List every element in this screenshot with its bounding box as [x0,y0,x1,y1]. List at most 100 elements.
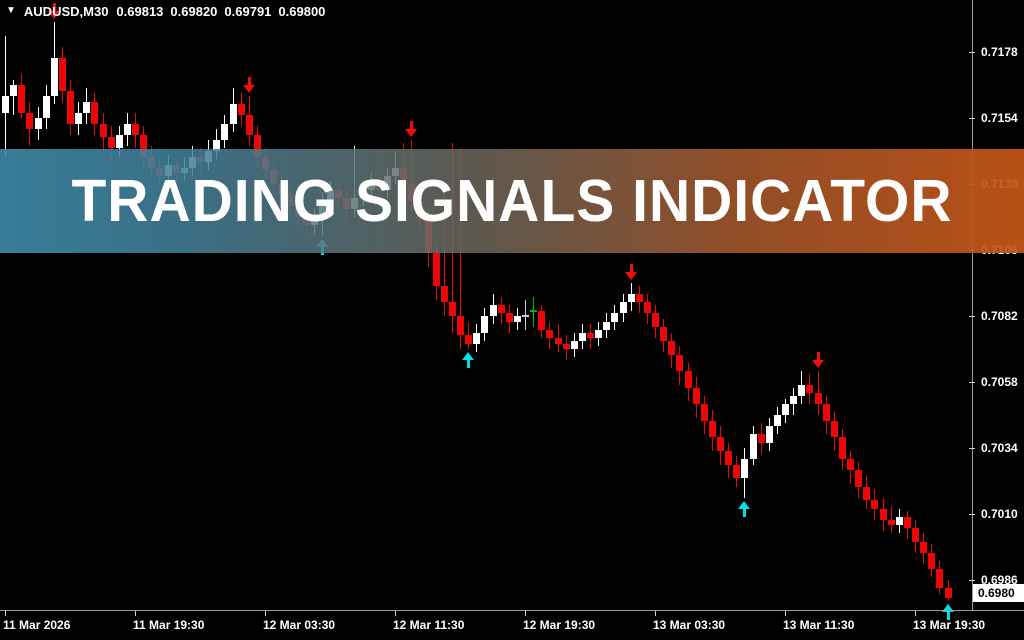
time-axis-label: 13 Mar 19:30 [913,618,986,632]
time-axis-tick [785,611,786,616]
candle-body [221,123,229,140]
chart-plot[interactable] [0,0,972,620]
candle-body [619,302,627,314]
candle-body [912,527,919,542]
time-axis-label: 11 Mar 19:30 [133,618,205,632]
candle-body [473,332,481,344]
candle-body [725,450,733,465]
price-axis-label: 0.7010 [981,507,1018,521]
time-axis-line [0,610,1024,611]
candle-body [887,519,895,525]
sell-arrow-icon [242,77,256,93]
candle-body [123,123,131,135]
candle-body [530,309,538,312]
candle-body [213,140,221,151]
candle-body [497,305,505,314]
candle-wick [533,296,535,327]
time-axis[interactable]: 11 Mar 2026 11 Mar 19:30 12 Mar 03:30 12 Ma… [0,611,1024,640]
candle-body [587,332,594,338]
price-axis-tick [969,580,975,581]
quote-open: 0.69813 [116,3,164,19]
price-axis-label: 0.7058 [981,375,1018,389]
candle-body [522,315,529,317]
candle-body [863,486,871,501]
candle-body [513,316,521,322]
candle-body [570,340,578,349]
candle-body [871,500,879,509]
candle-body [676,354,684,371]
candle-body [749,434,757,459]
candle-body [595,329,603,338]
candle-body [448,302,456,316]
price-axis-label: 0.7154 [981,111,1018,125]
candle-body [91,101,99,124]
candle-body [440,285,448,303]
time-axis-tick [655,611,656,616]
chart-menu-triangle-icon[interactable]: ▼ [6,5,16,16]
price-axis-tick [969,382,975,383]
quote-high: 0.69820 [170,3,218,19]
time-axis-label: 12 Mar 03:30 [263,618,336,632]
price-axis-line [972,0,973,610]
candle-body [652,313,659,327]
buy-arrow-icon [738,500,751,517]
candle-body [936,569,944,589]
candle-body [237,104,245,116]
ohlc-header: ▼ AUDUSD,M30 0.69813 0.69820 0.69791 0.6… [6,3,325,19]
current-price-badge: 0.6980 [973,584,1024,602]
candle-body [903,516,911,528]
price-axis-tick [969,448,975,449]
candle-body [660,327,668,341]
candle-body [83,101,91,113]
candle-body [944,588,952,598]
candle-body [489,305,497,316]
price-axis-label: 0.7178 [981,45,1018,59]
candle-body [798,384,806,396]
promo-banner: TRADING SIGNALS INDICATOR [0,149,1024,253]
candle-body [806,384,814,393]
candle-body [765,426,773,443]
candle-body [229,104,237,124]
candle-body [18,85,26,113]
candle-body [42,96,50,118]
candle-body [822,404,830,421]
candle-body [2,96,9,113]
candle-wick [525,299,526,330]
candle-body [538,310,546,330]
candle-body [700,404,708,421]
candle-wick [13,79,15,116]
sell-arrow-icon [811,352,825,368]
time-axis-label: 13 Mar 11:30 [783,618,855,632]
quote-low: 0.69791 [224,3,272,19]
candle-body [627,294,635,303]
price-axis-label: 0.7082 [981,309,1018,323]
sell-arrow-icon [47,2,61,19]
time-axis-tick [915,611,916,616]
candle-body [10,85,18,96]
candle-body [692,387,700,404]
price-axis-label: 0.7034 [981,441,1018,455]
price-axis[interactable]: 0.71780.71540.71300.71060.70820.70580.70… [969,0,1024,610]
candle-body [253,134,261,157]
candle-body [830,420,838,437]
price-axis-tick [969,316,975,317]
time-axis-tick [135,611,136,616]
candle-body [847,459,854,470]
candle-body [562,343,570,349]
candle-body [733,464,741,479]
candle-body [245,115,253,135]
candle-body [465,335,473,344]
candle-body [554,338,562,344]
candle-body [635,294,643,303]
candle-body [603,321,611,330]
candle-body [578,332,586,341]
candle-body [708,420,716,437]
candle-body [58,57,66,91]
candle-body [773,415,781,426]
time-axis-label: 11 Mar 2026 [3,618,71,632]
candle-body [879,508,887,520]
price-axis-label: 0.6986 [981,573,1018,587]
time-axis-tick [265,611,266,616]
candle-body [920,541,928,553]
